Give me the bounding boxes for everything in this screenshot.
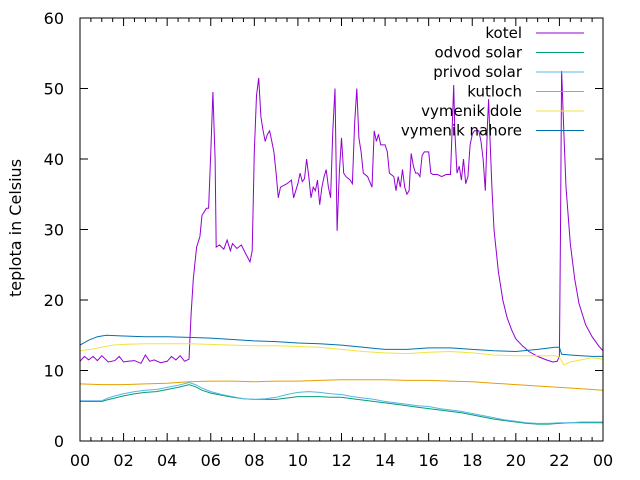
y-tick-label: 10	[44, 362, 64, 381]
series-layer	[79, 70, 604, 425]
legend-label: kutloch	[467, 83, 522, 101]
series-line-2	[80, 381, 603, 424]
x-tick-label: 08	[244, 451, 264, 470]
series-line-0	[79, 70, 604, 365]
series-line-3	[79, 379, 604, 391]
y-tick-label: 0	[54, 432, 64, 451]
x-tick-label: 12	[331, 451, 351, 470]
legend-label: kotel	[485, 24, 522, 42]
legend-label: vymenik dole	[421, 102, 522, 120]
y-tick-label: 60	[44, 9, 64, 28]
legend-label: vymenik nahore	[401, 122, 522, 140]
axes-layer: 0 10 20 30 40 50 60 00 02 04 06 08 10 12 14 16 18 20 22 00	[44, 9, 614, 470]
x-tick-label: 02	[113, 451, 133, 470]
x-tick-label: 16	[418, 451, 438, 470]
y-tick-label: 50	[44, 80, 64, 99]
x-tick-label: 10	[288, 451, 308, 470]
x-tick-label: 14	[375, 451, 395, 470]
series-line-1	[80, 384, 603, 425]
x-tick-label: 06	[201, 451, 221, 470]
x-tick-label: 22	[549, 451, 569, 470]
x-tick-label: 04	[157, 451, 177, 470]
x-tick-label: 20	[506, 451, 526, 470]
y-tick-label: 30	[44, 221, 64, 240]
x-tick-label: 00	[70, 451, 90, 470]
y-tick-label: 40	[44, 150, 64, 169]
legend-label: odvod solar	[434, 44, 522, 62]
series-line-5	[79, 334, 603, 357]
legend-label: privod solar	[433, 63, 523, 81]
series-line-4	[79, 343, 604, 366]
y-tick-label: 20	[44, 291, 64, 310]
x-tick-label: 18	[462, 451, 482, 470]
y-axis-label: teplota in Celsius	[6, 159, 25, 297]
x-tick-label: 00	[593, 451, 613, 470]
